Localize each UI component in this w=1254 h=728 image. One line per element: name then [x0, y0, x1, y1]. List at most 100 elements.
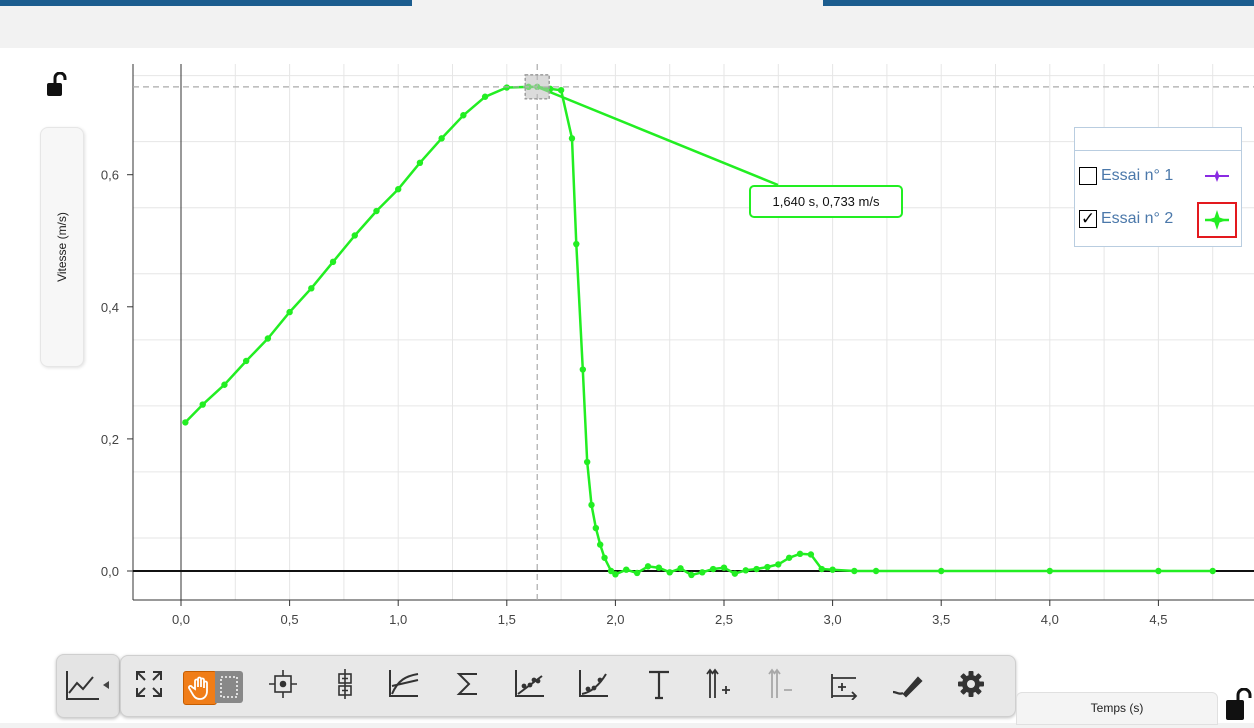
x-tick-label: 4,5 — [1149, 612, 1167, 627]
data-point — [588, 501, 595, 509]
gear-icon[interactable] — [951, 664, 991, 704]
add-y-axis-icon[interactable] — [699, 664, 739, 704]
checkbox-essai-2[interactable]: ✓ — [1079, 209, 1097, 229]
data-point — [688, 571, 695, 579]
data-point — [416, 159, 424, 167]
data-point — [199, 401, 206, 408]
cursor-marker — [524, 74, 550, 100]
data-point — [329, 258, 337, 266]
data-point — [579, 366, 587, 373]
data-point — [612, 571, 619, 578]
legend-item-essai-1[interactable]: Essai n° 1 — [1079, 163, 1173, 189]
star-icon[interactable] — [1203, 166, 1231, 191]
data-point — [872, 567, 880, 575]
curve-fit-icon[interactable] — [573, 664, 613, 704]
x-tick-label: 1,0 — [389, 612, 407, 627]
y-tick-label: 0,4 — [101, 300, 119, 315]
data-point — [851, 567, 858, 575]
x-tick-label: 0,0 — [172, 612, 190, 627]
data-point — [753, 565, 760, 573]
data-point — [438, 135, 445, 142]
x-tick-label: 4,0 — [1041, 612, 1059, 627]
x-tick-label: 2,5 — [715, 612, 733, 627]
center-point-icon[interactable] — [263, 664, 303, 704]
text-icon[interactable] — [639, 664, 679, 704]
data-point — [242, 357, 250, 365]
data-point — [351, 232, 358, 239]
data-point — [742, 567, 749, 574]
sigma-icon[interactable] — [447, 664, 487, 704]
data-point — [583, 458, 591, 466]
star-icon[interactable] — [1197, 202, 1237, 238]
remove-y-axis-icon — [761, 664, 801, 704]
y-tick-label: 0,2 — [101, 432, 119, 447]
tools-toolbar — [120, 655, 1016, 717]
data-point — [286, 308, 293, 316]
top-bar-right — [823, 0, 1254, 6]
data-point — [1209, 567, 1216, 575]
velocity-chart[interactable]: 0,0 0,5 1,0 1,5 2,0 2,5 3,0 3,5 4,0 4,5 0,0 0,2 0,4 0… — [0, 48, 1254, 668]
linear-fit-icon[interactable] — [509, 664, 549, 704]
data-point — [568, 135, 576, 142]
y-tick-label: 0,6 — [101, 168, 119, 183]
tangent-icon[interactable] — [383, 664, 423, 704]
pen-icon[interactable] — [887, 664, 927, 704]
fit-screen-icon[interactable] — [129, 664, 169, 704]
x-axis-lock-icon[interactable] — [1224, 687, 1254, 728]
legend-label-essai-2: Essai n° 2 — [1101, 210, 1174, 227]
series-line — [184, 85, 1213, 577]
data-point — [308, 285, 315, 292]
cursor-leader-line — [536, 85, 779, 187]
line-chart-icon — [63, 669, 109, 708]
data-point — [373, 207, 380, 215]
data-point — [775, 561, 782, 568]
data-point — [655, 564, 663, 571]
graph-panel[interactable]: 0,0 0,5 1,0 1,5 2,0 2,5 3,0 3,5 4,0 4,5 0,0 0,2 0,4 0… — [0, 48, 1254, 723]
point-readout: 1,640 s, 0,733 m/s — [749, 185, 903, 218]
add-x-axis-icon[interactable] — [823, 664, 863, 704]
data-point — [764, 563, 771, 571]
x-axis-label-panel[interactable]: Temps (s) — [1016, 692, 1218, 725]
selection-icon[interactable] — [215, 671, 243, 703]
data-point — [720, 564, 728, 571]
legend-item-essai-2[interactable]: ✓ Essai n° 2 — [1079, 206, 1173, 232]
data-point — [818, 565, 825, 573]
data-point — [666, 569, 673, 576]
top-bar-left — [0, 0, 412, 6]
data-point — [1155, 567, 1162, 575]
data-point — [601, 554, 608, 561]
data-point — [395, 186, 402, 193]
checkbox-essai-1[interactable] — [1079, 167, 1097, 185]
x-tick-label: 3,5 — [932, 612, 950, 627]
y-axis-label: Vitesse (m/s) — [55, 212, 69, 282]
x-tick-label: 2,0 — [606, 612, 624, 627]
data-point — [1046, 567, 1054, 575]
data-point — [607, 567, 615, 575]
data-point — [221, 381, 228, 388]
data-point — [677, 565, 684, 572]
data-point — [796, 550, 804, 558]
data-point — [633, 569, 641, 577]
data-point — [644, 563, 652, 570]
x-tick-label: 3,0 — [824, 612, 842, 627]
data-point — [182, 419, 189, 426]
hand-pan-icon[interactable] — [183, 671, 217, 705]
legend-header — [1075, 128, 1241, 151]
data-point — [264, 335, 272, 342]
x-tick-label: 1,5 — [498, 612, 516, 627]
data-point — [503, 84, 510, 91]
data-point — [460, 112, 467, 119]
data-point — [481, 93, 489, 100]
point-readout-text: 1,640 s, 0,733 m/s — [772, 194, 880, 209]
y-axis-label-panel[interactable]: Vitesse (m/s) — [40, 127, 84, 367]
graph-type-button[interactable] — [56, 654, 120, 718]
data-point — [573, 240, 580, 248]
x-tick-label: 0,5 — [281, 612, 299, 627]
align-points-icon[interactable] — [325, 664, 365, 704]
y-axis-lock-icon[interactable] — [46, 71, 68, 103]
data-point — [731, 570, 739, 577]
x-axis-label: Temps (s) — [1090, 701, 1144, 715]
data-point — [829, 566, 836, 573]
legend: Essai n° 1 ✓ Essai n° 2 — [1074, 127, 1242, 247]
data-point — [592, 524, 600, 532]
